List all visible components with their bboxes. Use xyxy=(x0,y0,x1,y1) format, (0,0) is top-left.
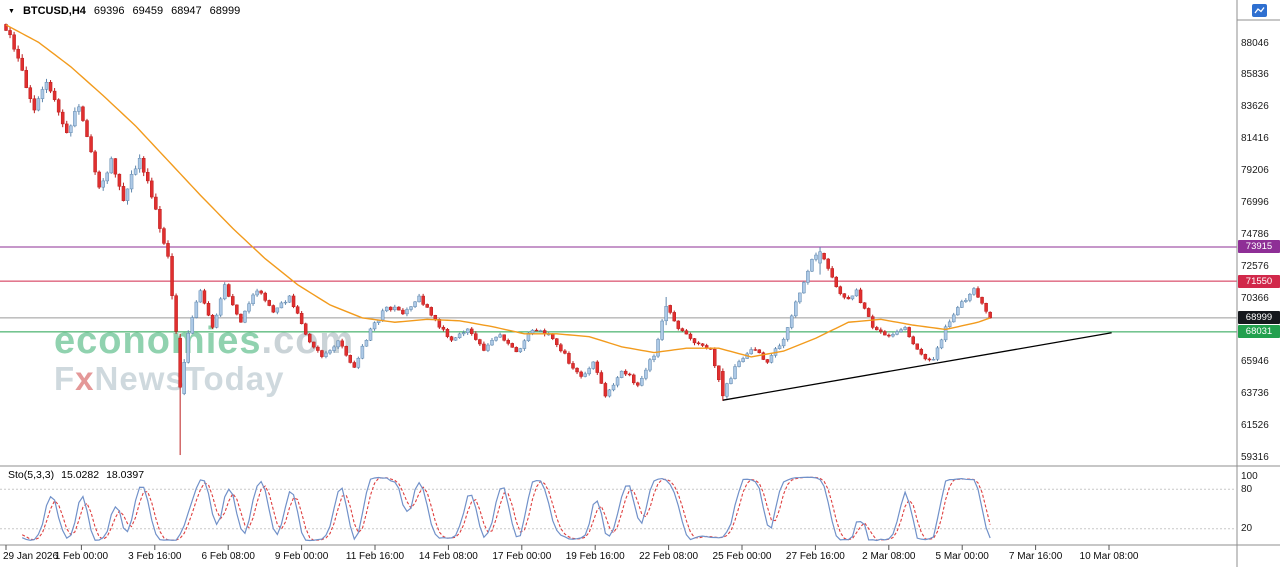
high-value: 69459 xyxy=(132,5,164,17)
symbol-dropdown-icon[interactable]: ▼ xyxy=(8,7,15,15)
stochastic-header: Sto(5,3,3) 15.0282 18.0397 xyxy=(8,469,144,481)
watermark-brand: economies xyxy=(54,320,262,362)
stochastic-label: Sto(5,3,3) xyxy=(8,469,55,481)
watermark-tagline: FxNewsToday xyxy=(54,359,354,397)
watermark-tagline-rest: NewsToday xyxy=(94,359,285,397)
symbol-period-label: BTCUSD,H4 xyxy=(22,5,86,17)
stochastic-k-value: 15.0282 xyxy=(61,469,100,481)
chart-mini-icon[interactable] xyxy=(1252,4,1267,22)
stochastic-d-value: 18.0397 xyxy=(106,469,145,481)
close-value: 68999 xyxy=(209,5,241,17)
low-value: 68947 xyxy=(171,5,202,17)
chart-mini-icon-glyph xyxy=(1252,4,1267,17)
watermark-tagline-f: F xyxy=(54,359,76,397)
ohlc-header: ▼ BTCUSD,H4 69396 69459 68947 68999 xyxy=(8,5,240,17)
watermark-tagline-x: x xyxy=(75,359,95,397)
open-value: 69396 xyxy=(93,5,125,17)
